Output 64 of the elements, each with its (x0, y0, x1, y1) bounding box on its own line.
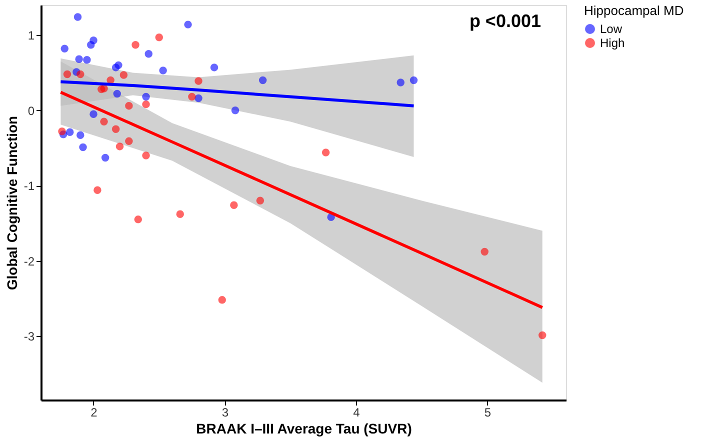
point (155, 33, 163, 42)
point (188, 92, 196, 101)
line-series (59, 80, 416, 108)
point (142, 152, 150, 160)
point (100, 118, 108, 126)
point (194, 94, 202, 102)
legend-label: Low (600, 22, 622, 36)
point (116, 142, 124, 150)
point (231, 106, 240, 114)
point (112, 125, 120, 134)
point (98, 85, 106, 94)
point (125, 102, 133, 110)
point (101, 154, 110, 162)
y-axis-title: Global Cognitive Function (4, 116, 20, 290)
point (120, 71, 128, 79)
legend-title: Hippocampal MD (584, 3, 684, 18)
point (83, 56, 91, 64)
point (125, 137, 133, 146)
point (258, 76, 267, 84)
point (210, 64, 218, 72)
point (322, 148, 330, 156)
annotation: p <0.001 (469, 11, 541, 31)
x-axis-title: BRAAK I–III Average Tau (SUVR) (196, 420, 412, 436)
point (142, 92, 150, 101)
line-series (59, 90, 544, 309)
y-tick-label: 0 (28, 104, 35, 118)
point (396, 78, 404, 86)
x-tick-label: 5 (484, 406, 492, 420)
y-tick-label: -1 (24, 179, 35, 194)
point (58, 128, 66, 136)
legend-label: High (600, 36, 625, 50)
point (176, 210, 184, 218)
y-tick-label: 1 (28, 28, 35, 43)
point (159, 66, 167, 74)
point (76, 70, 84, 78)
x-tick-label: 3 (222, 406, 229, 420)
point (132, 41, 140, 49)
point (538, 331, 546, 340)
point (230, 201, 238, 209)
y-tick-label: -2 (24, 254, 35, 268)
point (218, 296, 226, 304)
point (90, 110, 98, 118)
point (194, 77, 202, 85)
point (87, 41, 95, 49)
point (134, 216, 142, 224)
point (256, 196, 264, 204)
point (79, 143, 87, 152)
point (66, 128, 74, 136)
y-tick-label: -3 (24, 330, 35, 344)
point (480, 248, 488, 256)
point (184, 20, 192, 28)
point (76, 131, 84, 140)
x-tick-label: 2 (90, 406, 98, 420)
point (112, 64, 120, 72)
point (75, 55, 83, 64)
point (63, 70, 72, 78)
x-tick-label: 4 (353, 406, 360, 420)
point (142, 100, 150, 108)
point (94, 186, 102, 194)
point (113, 90, 121, 98)
point (74, 13, 82, 21)
point (144, 50, 152, 58)
point (410, 76, 418, 84)
point (60, 44, 68, 53)
